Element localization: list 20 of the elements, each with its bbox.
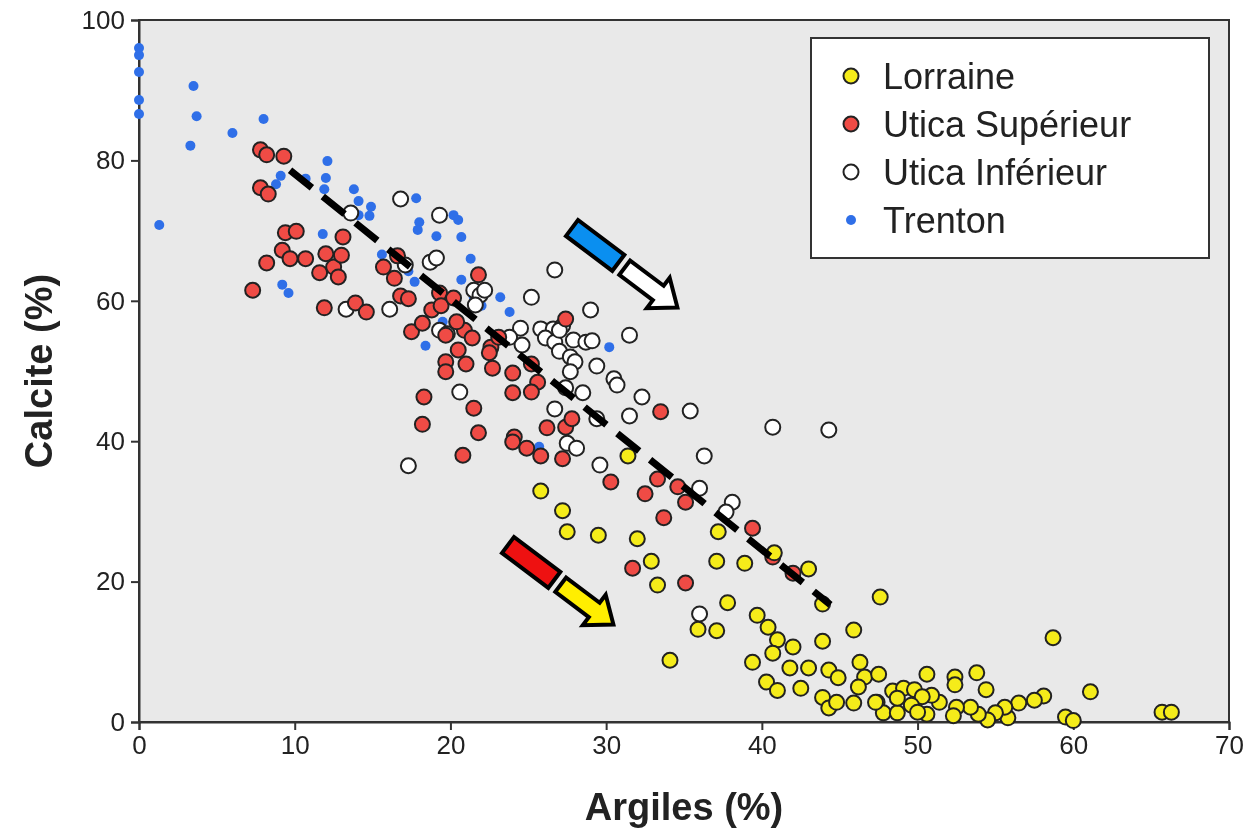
x-tick-label: 60 — [1059, 730, 1089, 761]
x-tick-label: 20 — [436, 730, 466, 761]
legend-label: Lorraine — [883, 55, 1016, 97]
y-tick-label: 80 — [96, 145, 125, 176]
y-tick-label: 60 — [96, 285, 125, 316]
y-tick-label: 40 — [96, 426, 125, 457]
x-tick-label: 40 — [747, 730, 777, 761]
y-tick-label: 100 — [81, 4, 125, 35]
x-tick-label: 10 — [280, 730, 310, 761]
x-tick-label: 0 — [132, 730, 147, 761]
x-tick-label: 70 — [1215, 730, 1244, 761]
y-axis-title: Calcite (%) — [18, 273, 60, 469]
legend-label: Utica Supérieur — [883, 103, 1132, 145]
y-tick-label: 20 — [96, 566, 125, 597]
x-tick-label: 30 — [592, 730, 622, 761]
x-tick-label: 50 — [903, 730, 933, 761]
x-axis-title: Argiles (%) — [584, 786, 784, 828]
legend-label: Trenton — [883, 199, 1006, 241]
legend-label: Utica Inférieur — [883, 151, 1108, 193]
y-tick-label: 0 — [110, 706, 125, 737]
